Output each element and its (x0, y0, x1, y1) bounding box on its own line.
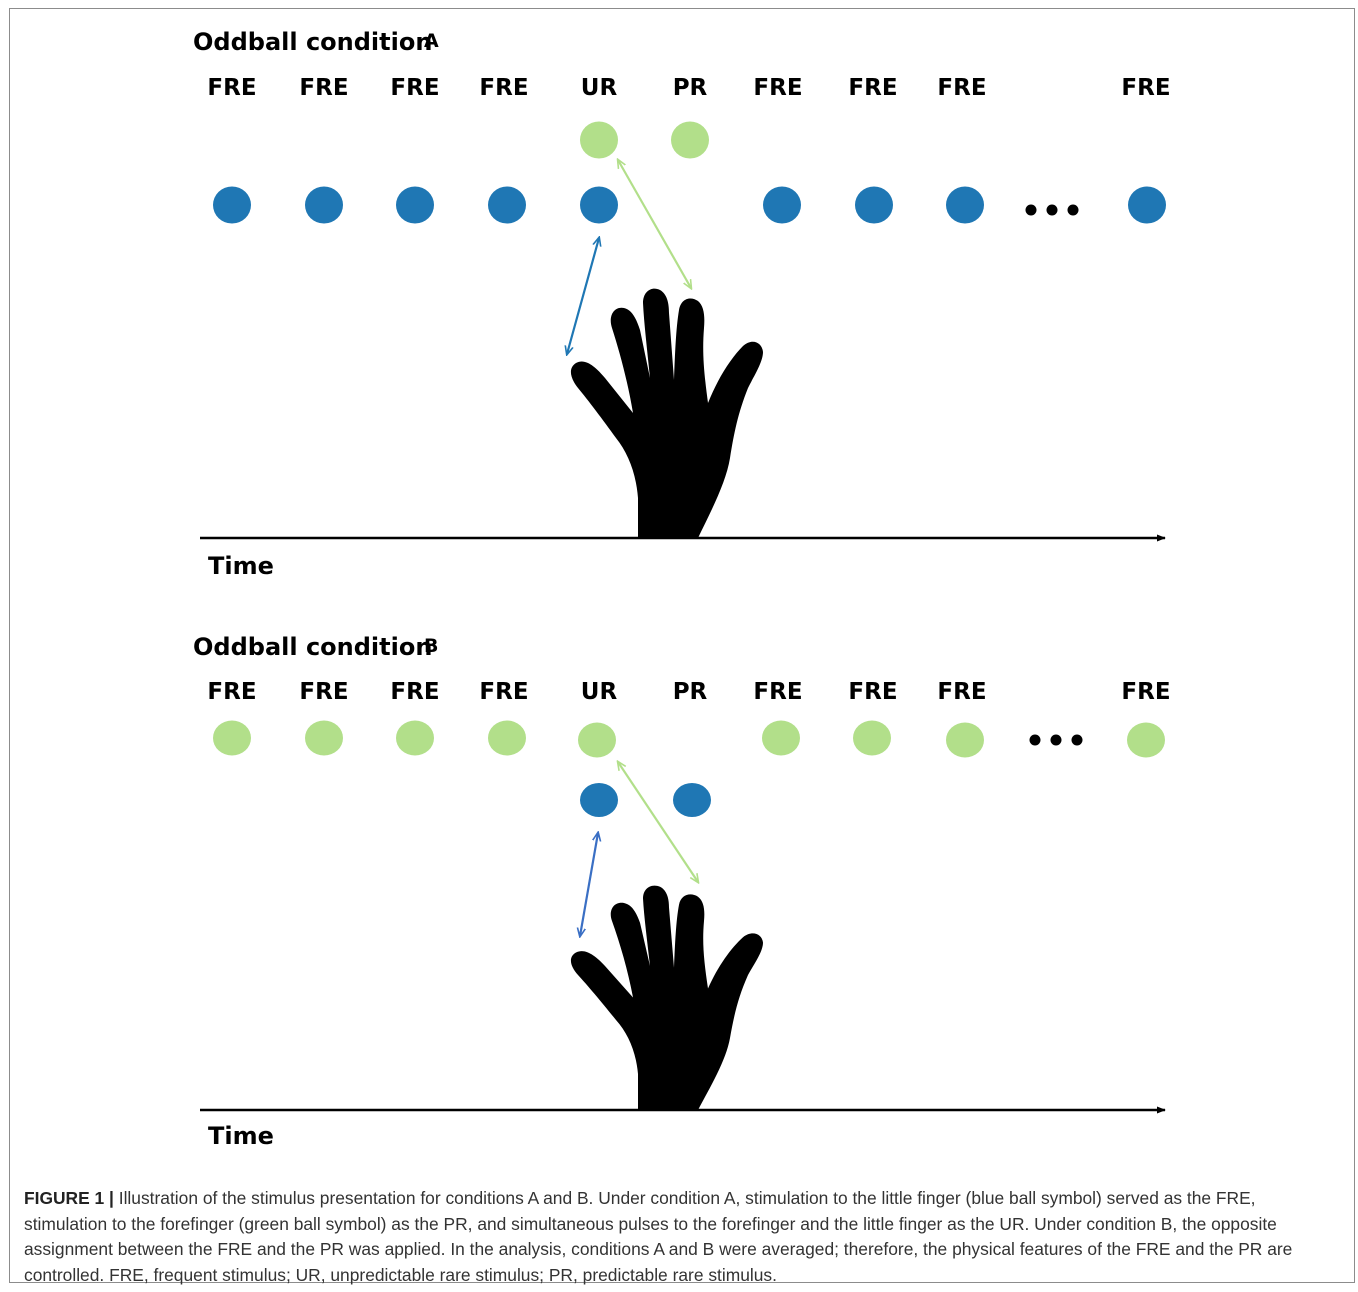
panel-a-pr-forefinger-ball (671, 121, 709, 159)
panel-b-label-7: FRE (753, 679, 802, 705)
panel-a-letter: A (424, 30, 439, 52)
panel-b-fre-ball-2 (305, 720, 343, 756)
panel-b-label-6: PR (673, 679, 708, 705)
panel-b-pr-little-finger-ball (673, 783, 711, 817)
panel-a-fre-ball-2 (305, 186, 343, 224)
panel-a-label-3: FRE (390, 75, 439, 101)
panel-b-label-8: FRE (848, 679, 897, 705)
panel-b-fre-ball-3 (396, 720, 434, 756)
panel-a-label-4: FRE (479, 75, 528, 101)
panel-a-ur-forefinger-ball (580, 121, 618, 159)
panel-b-stimulus-labels: FRE FRE FRE FRE UR PR FRE FRE FRE FRE (207, 679, 1170, 705)
panel-b-label-10: FRE (1121, 679, 1170, 705)
panel-a-rare-row (580, 121, 709, 159)
panel-b-title: Oddball condition (193, 633, 432, 661)
panel-b-label-3: FRE (390, 679, 439, 705)
panel-b: Oddball condition B FRE FRE FRE FRE UR P… (193, 633, 1171, 1150)
panel-b-label-9: FRE (937, 679, 986, 705)
panel-b-fre-ball-7 (946, 722, 984, 758)
panel-a-title: Oddball condition (193, 28, 432, 56)
panel-b-ur-forefinger-ball (578, 722, 616, 758)
stimulus-diagram: Oddball condition A FRE FRE FRE FRE UR P… (193, 28, 1171, 1150)
panel-a: Oddball condition A FRE FRE FRE FRE UR P… (193, 28, 1171, 580)
panel-b-hand-icon (570, 885, 763, 1110)
panel-a-label-8: FRE (848, 75, 897, 101)
panel-b-label-5: UR (581, 679, 618, 705)
panel-a-stimulus-labels: FRE FRE FRE FRE UR PR FRE FRE FRE FRE (207, 75, 1170, 101)
panel-a-time-label: Time (208, 552, 274, 580)
panel-a-label-1: FRE (207, 75, 256, 101)
panel-a-label-5: UR (581, 75, 618, 101)
caption-label: FIGURE 1 | (24, 1188, 114, 1208)
panel-b-label-2: FRE (299, 679, 348, 705)
panel-b-label-4: FRE (479, 679, 528, 705)
panel-b-fre-ball-6 (853, 720, 891, 756)
panel-b-letter: B (424, 635, 438, 657)
panel-b-label-1: FRE (207, 679, 256, 705)
panel-b-fre-ball-4 (488, 720, 526, 756)
panel-a-little-finger-arrow (567, 238, 599, 354)
panel-a-label-2: FRE (299, 75, 348, 101)
panel-b-main-row (213, 720, 1165, 758)
panel-a-fre-ball-4 (488, 186, 526, 224)
panel-b-time-label: Time (208, 1122, 274, 1150)
panel-a-ellipsis-dots (1025, 204, 1079, 216)
panel-b-ellipsis-dots (1029, 734, 1083, 746)
panel-a-fre-ball-5 (763, 186, 801, 224)
panel-a-forefinger-arrow (618, 160, 691, 288)
panel-b-ur-little-finger-ball (580, 783, 618, 817)
panel-a-hand-icon (570, 288, 763, 538)
panel-a-fre-ball-6 (855, 186, 893, 224)
panel-b-fre-ball-1 (213, 720, 251, 756)
panel-b-little-finger-arrow (580, 833, 598, 936)
panel-b-fre-ball-8 (1127, 722, 1165, 758)
caption-text: Illustration of the stimulus presentatio… (24, 1188, 1293, 1285)
panel-a-fre-ball-3 (396, 186, 434, 224)
panel-a-fre-ball-8 (1128, 186, 1166, 224)
panel-a-label-10: FRE (1121, 75, 1170, 101)
panel-b-forefinger-arrow (618, 762, 698, 882)
panel-a-label-9: FRE (937, 75, 986, 101)
figure-caption: FIGURE 1 | Illustration of the stimulus … (24, 1186, 1342, 1288)
panel-a-fre-ball-1 (213, 186, 251, 224)
panel-a-ur-little-finger-ball (580, 186, 618, 224)
panel-a-label-6: PR (673, 75, 708, 101)
panel-a-fre-ball-7 (946, 186, 984, 224)
panel-a-main-row (213, 186, 1166, 224)
panel-b-rare-row (580, 783, 711, 817)
panel-a-label-7: FRE (753, 75, 802, 101)
panel-b-fre-ball-5 (762, 720, 800, 756)
